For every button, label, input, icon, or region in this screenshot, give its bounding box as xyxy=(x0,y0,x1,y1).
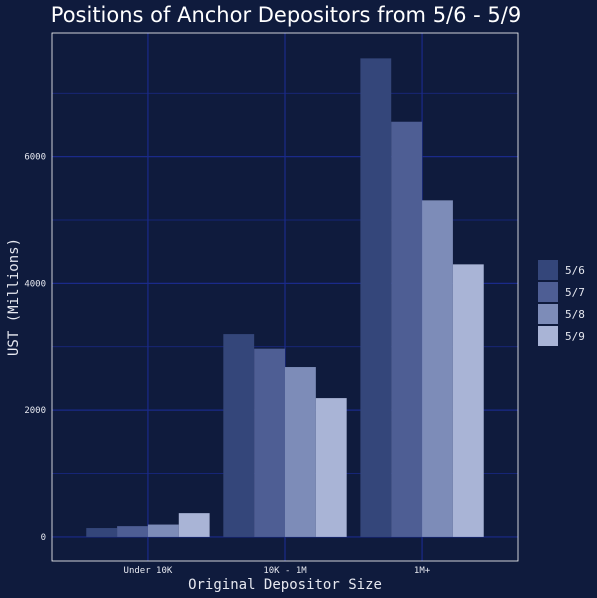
y-tick-label: 4000 xyxy=(24,279,46,289)
panel-border xyxy=(51,32,519,562)
legend-label: 5/9 xyxy=(565,330,585,343)
y-axis-title: UST (Millions) xyxy=(6,238,22,356)
legend-label: 5/8 xyxy=(565,308,585,321)
legend: 5/6 5/7 5/8 5/9 xyxy=(538,260,585,346)
legend-label: 5/7 xyxy=(565,286,585,299)
legend-swatch xyxy=(538,282,558,302)
x-tick-label: 1M+ xyxy=(414,566,431,576)
bar xyxy=(117,526,148,537)
x-tick-label: Under 10K xyxy=(124,566,173,576)
bar xyxy=(147,524,179,537)
y-axis-ticks: 0 2000 4000 6000 xyxy=(24,153,46,543)
bar xyxy=(86,528,118,537)
bar xyxy=(223,334,255,537)
bar xyxy=(178,513,210,537)
y-tick-label: 6000 xyxy=(24,153,46,163)
bar xyxy=(452,264,484,537)
bar xyxy=(254,348,285,537)
x-axis-ticks: Under 10K 10K - 1M 1M+ xyxy=(124,566,431,576)
bar xyxy=(391,121,423,537)
legend-swatch xyxy=(538,326,558,346)
bar xyxy=(315,398,347,537)
legend-swatch xyxy=(538,304,558,324)
x-tick-label: 10K - 1M xyxy=(263,566,307,576)
y-tick-label: 0 xyxy=(41,533,46,543)
y-tick-label: 2000 xyxy=(24,406,46,416)
x-axis-title: Original Depositor Size xyxy=(188,577,382,593)
legend-swatch xyxy=(538,260,558,280)
bar xyxy=(422,200,453,537)
chart-title: Positions of Anchor Depositors from 5/6 … xyxy=(51,3,521,27)
bar xyxy=(360,58,392,537)
bars xyxy=(86,58,484,537)
legend-label: 5/6 xyxy=(565,264,585,277)
bar xyxy=(285,367,316,537)
